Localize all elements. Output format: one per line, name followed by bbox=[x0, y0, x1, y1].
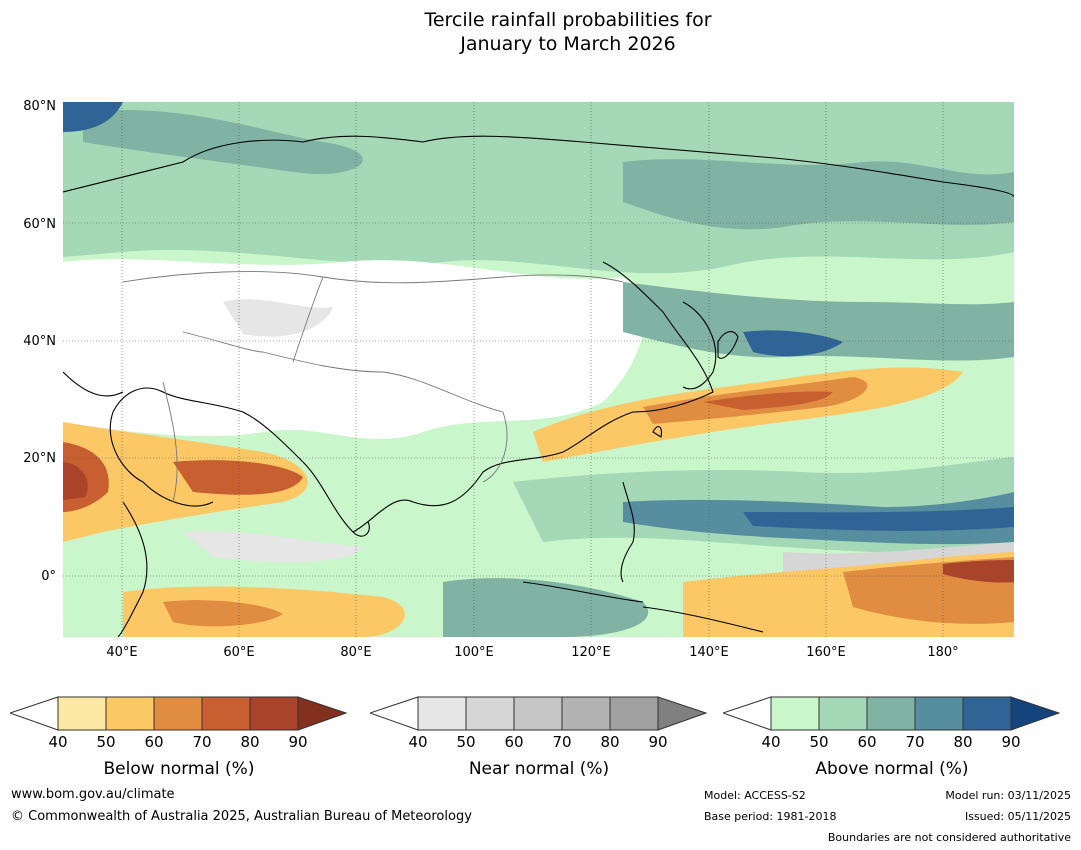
colorbar-below-normal bbox=[10, 696, 348, 731]
cbar-below-over bbox=[297, 696, 348, 731]
cbar-near-bin-1 bbox=[417, 696, 467, 731]
footer-copyright: © Commonwealth of Australia 2025, Austra… bbox=[11, 809, 472, 824]
near-normal-equatorial bbox=[183, 530, 363, 563]
above-normal-north-pacific-core bbox=[743, 330, 843, 357]
probability-map bbox=[63, 102, 1014, 637]
cbar-near-label: Near normal (%) bbox=[468, 759, 610, 779]
lat-label-60n: 60°N bbox=[23, 217, 56, 232]
cbar-above-bin-3 bbox=[866, 696, 916, 731]
cbar-near-under bbox=[370, 696, 419, 731]
footer-disclaimer: Boundaries are not considered authoritat… bbox=[827, 831, 1071, 844]
cbar-near-tick-90: 90 bbox=[648, 733, 668, 751]
cbar-above-tick-40: 40 bbox=[761, 733, 781, 751]
above-normal-maritime-continent bbox=[443, 578, 649, 637]
below-normal-north-indian-ocean bbox=[173, 460, 303, 495]
cbar-near-over bbox=[657, 696, 708, 731]
title-line-1: Tercile rainfall probabilities for bbox=[424, 9, 712, 31]
cbar-near-tick-80: 80 bbox=[600, 733, 620, 751]
cbar-below-tick-70: 70 bbox=[192, 733, 212, 751]
cbar-below-under bbox=[10, 696, 59, 731]
cbar-below-tick-80: 80 bbox=[240, 733, 260, 751]
footer-issued: Issued: 05/11/2025 bbox=[964, 810, 1071, 823]
country-borders bbox=[122, 271, 624, 503]
lon-label-80e: 80°E bbox=[340, 645, 372, 660]
cbar-near-bin-5 bbox=[609, 696, 659, 731]
cbar-below-tick-90: 90 bbox=[288, 733, 308, 751]
footer-website-link[interactable]: www.bom.gov.au/climate bbox=[11, 787, 175, 802]
cbar-above-tick-90: 90 bbox=[1001, 733, 1021, 751]
lon-label-100e: 100°E bbox=[454, 645, 494, 660]
below-normal-south-pacific-core bbox=[943, 560, 1014, 583]
above-normal-tropical-strong bbox=[743, 507, 1014, 531]
neutral-central-asia bbox=[63, 259, 645, 440]
cbar-below-tick-50: 50 bbox=[96, 733, 116, 751]
cbar-below-bin-5 bbox=[249, 696, 299, 731]
below-normal-south-core bbox=[163, 600, 283, 627]
cbar-above-label: Above normal (%) bbox=[815, 759, 969, 779]
graticule bbox=[63, 102, 1014, 637]
probability-map-canvas bbox=[63, 102, 1014, 637]
cbar-above-tick-50: 50 bbox=[809, 733, 829, 751]
lon-label-120e: 120°E bbox=[571, 645, 611, 660]
lon-label-140e: 140°E bbox=[689, 645, 729, 660]
cbar-below-label: Below normal (%) bbox=[103, 759, 255, 779]
lon-label-180: 180° bbox=[927, 645, 959, 660]
cbar-near-tick-40: 40 bbox=[408, 733, 428, 751]
map-title: Tercile rainfall probabilities for Janua… bbox=[0, 8, 1081, 56]
cbar-above-tick-70: 70 bbox=[905, 733, 925, 751]
coastlines bbox=[63, 135, 1014, 637]
lat-label-20n: 20°N bbox=[23, 451, 56, 466]
cbar-above-tick-80: 80 bbox=[953, 733, 973, 751]
cbar-above-under bbox=[723, 696, 772, 731]
colorbar-above-normal bbox=[723, 696, 1061, 731]
cbar-near-bin-3 bbox=[513, 696, 563, 731]
footer-model-run: Model run: 03/11/2025 bbox=[945, 789, 1071, 802]
lat-label-40n: 40°N bbox=[23, 334, 56, 349]
title-line-2: January to March 2026 bbox=[460, 33, 676, 55]
cbar-below-bin-2 bbox=[105, 696, 155, 731]
cbar-above-bin-2 bbox=[818, 696, 868, 731]
above-normal-arctic bbox=[63, 102, 123, 132]
cbar-above-over bbox=[1010, 696, 1061, 731]
cbar-near-bin-4 bbox=[561, 696, 611, 731]
cbar-below-tick-40: 40 bbox=[48, 733, 68, 751]
cbar-above-bin-4 bbox=[914, 696, 964, 731]
above-normal-siberia bbox=[623, 159, 1014, 230]
neutral-central-asia-grey bbox=[223, 299, 333, 337]
cbar-above-bin-1 bbox=[770, 696, 820, 731]
below-normal-arabia-core bbox=[63, 462, 88, 500]
cbar-above-bin-5 bbox=[962, 696, 1012, 731]
footer-model: Model: ACCESS-S2 bbox=[704, 789, 806, 802]
lon-label-160e: 160°E bbox=[806, 645, 846, 660]
cbar-below-bin-3 bbox=[153, 696, 203, 731]
cbar-below-tick-60: 60 bbox=[144, 733, 164, 751]
colorbar-near-normal bbox=[370, 696, 708, 731]
below-normal-east-asia-core bbox=[703, 391, 833, 410]
lat-label-0: 0° bbox=[41, 569, 56, 584]
cbar-near-tick-70: 70 bbox=[552, 733, 572, 751]
lat-label-80n: 80°N bbox=[23, 99, 56, 114]
cbar-below-bin-1 bbox=[57, 696, 107, 731]
cbar-near-tick-60: 60 bbox=[504, 733, 524, 751]
cbar-near-bin-2 bbox=[465, 696, 515, 731]
cbar-near-tick-50: 50 bbox=[456, 733, 476, 751]
lon-label-40e: 40°E bbox=[106, 645, 138, 660]
above-normal-north-strong bbox=[83, 109, 363, 175]
footer-base-period: Base period: 1981-2018 bbox=[704, 810, 837, 823]
cbar-above-tick-60: 60 bbox=[857, 733, 877, 751]
lon-label-60e: 60°E bbox=[223, 645, 255, 660]
below-normal-arabian-sea bbox=[63, 422, 308, 542]
cbar-below-bin-4 bbox=[201, 696, 251, 731]
